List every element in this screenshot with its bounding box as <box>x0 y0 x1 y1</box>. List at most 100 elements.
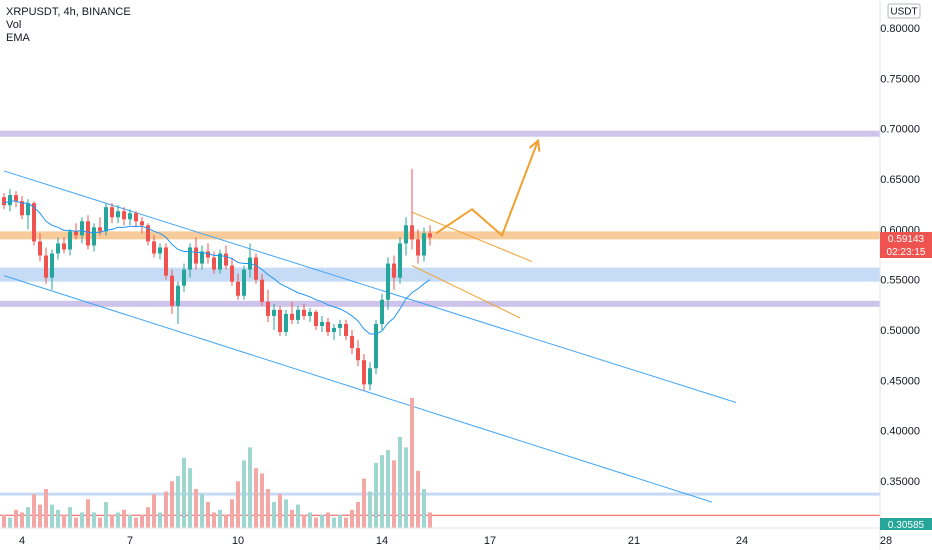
candle-body <box>356 348 360 361</box>
candle-body <box>86 221 90 246</box>
volume-bar <box>260 473 264 528</box>
volume-bar <box>128 515 132 528</box>
price-tick-label: 0.40000 <box>880 426 920 438</box>
candle-body <box>2 197 6 206</box>
candle <box>194 237 198 270</box>
symbol-title[interactable]: XRPUSDT, 4h, BINANCE <box>6 6 131 18</box>
volume-bar <box>236 481 240 528</box>
candle-body <box>188 247 192 270</box>
candle-body <box>56 243 60 254</box>
candle-body <box>236 281 240 296</box>
volume-bar <box>38 504 42 528</box>
volume-bar <box>152 494 156 528</box>
candle <box>308 307 312 322</box>
zone-purple-3 <box>0 300 880 307</box>
price-tick-label: 0.35000 <box>880 476 920 488</box>
volume-tag: 0.30585 <box>888 520 925 531</box>
candle-body <box>50 253 54 278</box>
candle-body <box>38 241 42 256</box>
volume-bar <box>200 494 204 528</box>
candle-body <box>62 243 66 250</box>
candle <box>416 229 420 264</box>
candle <box>344 319 348 341</box>
volume-bar <box>302 515 306 528</box>
candle-body <box>104 207 108 232</box>
flag-line-0 <box>411 211 533 263</box>
price-tick-label: 0.50000 <box>880 325 920 337</box>
volume-bar <box>194 489 198 528</box>
candle-body <box>200 251 204 264</box>
candle-body <box>404 225 408 244</box>
candle-body <box>290 313 294 320</box>
volume-bar <box>224 515 228 528</box>
candle <box>272 303 276 330</box>
candle <box>14 191 18 208</box>
volume-bar <box>116 512 120 528</box>
candle-body <box>398 243 402 278</box>
volume-bar <box>188 468 192 528</box>
price-tick-label: 0.75000 <box>880 73 920 85</box>
volume-bar <box>56 509 60 528</box>
candle <box>284 309 288 337</box>
candle-body <box>278 309 282 333</box>
candle-body <box>380 299 384 324</box>
volume-bar <box>50 504 54 528</box>
volume-bar <box>254 468 258 528</box>
date-tick-label: 17 <box>484 535 496 547</box>
volume-bar <box>314 517 318 528</box>
volume-indicator-label[interactable]: Vol <box>6 19 22 31</box>
date-tick-label: 14 <box>376 535 388 547</box>
projection-path <box>435 140 539 238</box>
price-tick-label: 0.55000 <box>880 275 920 287</box>
candle-body <box>362 360 366 385</box>
candles-layer <box>2 168 432 391</box>
candle <box>110 203 114 224</box>
volume-bar <box>176 476 180 528</box>
candle-body <box>218 253 222 270</box>
volume-bar <box>134 517 138 528</box>
last-price-tag: 0.59143 <box>888 234 925 245</box>
candle-body <box>194 247 198 264</box>
volume-bar <box>164 491 168 528</box>
volume-bar <box>98 517 102 528</box>
candle-body <box>368 368 372 385</box>
volume-bar <box>428 512 432 528</box>
candle <box>254 253 258 284</box>
currency-badge[interactable]: USDT <box>887 3 921 19</box>
candle-body <box>116 211 120 218</box>
volume-bar <box>62 515 66 528</box>
candle-body <box>152 241 156 254</box>
ema-line <box>3 200 431 335</box>
candle-body <box>416 239 420 256</box>
candle-body <box>296 309 300 320</box>
candle <box>134 211 138 228</box>
volume-bar <box>44 489 48 528</box>
candle-body <box>98 227 102 232</box>
price-tick-label: 0.80000 <box>880 23 920 35</box>
volume-bar <box>122 509 126 528</box>
volume-bar <box>2 515 6 528</box>
volume-bar <box>86 499 90 528</box>
candle-body <box>134 213 138 222</box>
volume-bars-layer <box>2 398 432 528</box>
candle <box>116 205 120 224</box>
candle <box>302 303 306 320</box>
candle-body <box>8 195 12 206</box>
candle-body <box>422 233 426 256</box>
volume-bar <box>326 512 330 528</box>
price-tags-layer: 0.59143 02:23:15 0.30585 <box>880 232 932 531</box>
candle-body <box>320 321 324 326</box>
candle <box>164 243 168 280</box>
candle-body <box>20 201 24 216</box>
ema-indicator-label[interactable]: EMA <box>6 32 30 44</box>
candle <box>374 319 378 375</box>
candle-body <box>284 313 288 333</box>
candle <box>320 315 324 333</box>
candle <box>296 305 300 324</box>
date-tick-label: 7 <box>127 535 133 547</box>
candle-body <box>206 251 210 258</box>
volume-bar <box>242 460 246 528</box>
volume-bar <box>248 447 252 528</box>
candle-body <box>266 301 270 316</box>
